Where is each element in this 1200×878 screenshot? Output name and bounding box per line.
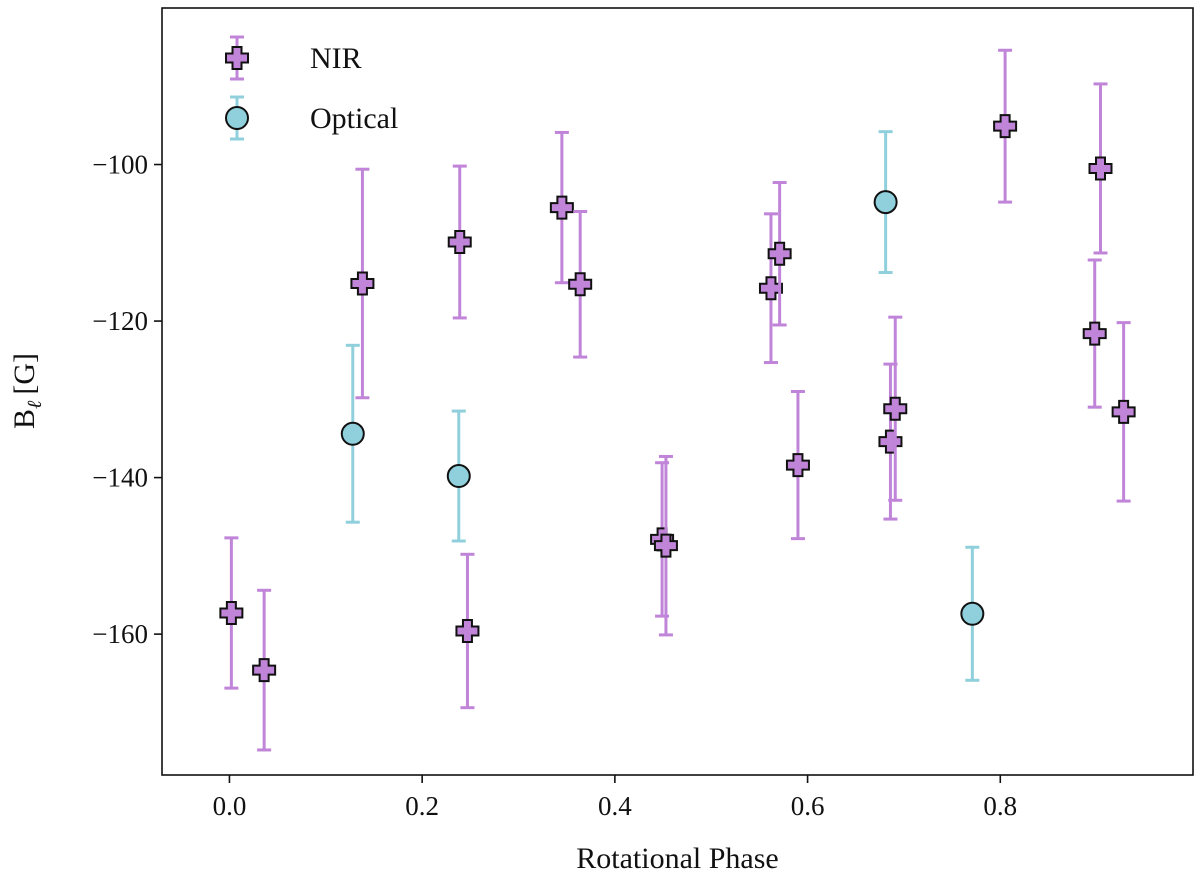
x-tick-label: 0.8 [983,791,1017,821]
data-point [785,453,810,478]
data-point [455,618,480,643]
data-point [653,533,678,558]
data-point [549,195,574,220]
data-point [883,396,908,421]
y-axis-title: Bℓ [G] [8,353,46,429]
x-tick-label: 0.2 [405,791,439,821]
legend-label: NIR [310,42,362,75]
data-point [447,230,472,255]
plot-frame [161,7,1194,776]
legend-label: Optical [310,102,398,135]
y-tick-label: −100 [92,150,148,180]
legend-marker [225,46,249,70]
y-tick-label: −120 [92,306,148,336]
data-point [340,421,365,446]
y-tick-label: −160 [92,619,148,649]
x-axis-title: Rotational Phase [576,842,778,875]
svg-text:Bℓ[G]: Bℓ [G] [8,353,46,429]
legend-item-nir: NIR [225,35,362,81]
y-axis: −100 −120 −140 −160 [92,150,162,649]
y-axis-title-unit: [G] [8,353,41,395]
data-series [219,48,1136,752]
data-point [350,271,375,296]
data-point [1088,156,1113,181]
data-point [873,190,898,215]
data-point [446,464,471,489]
data-point [252,658,277,683]
data-point [568,272,593,297]
data-point [758,276,783,301]
data-point [767,241,792,266]
series-optical [340,130,985,682]
y-tick-label: −140 [92,463,148,493]
x-tick-label: 0.4 [598,791,632,821]
legend-marker [225,106,249,130]
data-point [1111,399,1136,424]
data-point [993,114,1018,139]
legend: NIR Optical [225,35,398,141]
y-axis-title-subscript: ℓ [24,400,46,409]
data-point [219,600,244,625]
data-point [1082,321,1107,346]
series-nir [219,48,1136,752]
y-axis-title-main: B [8,409,41,429]
x-axis: 0.0 0.2 0.4 0.6 0.8 [213,775,1017,821]
legend-item-optical: Optical [225,95,398,141]
x-tick-label: 0.0 [213,791,247,821]
data-point [960,601,985,626]
x-tick-label: 0.6 [791,791,825,821]
